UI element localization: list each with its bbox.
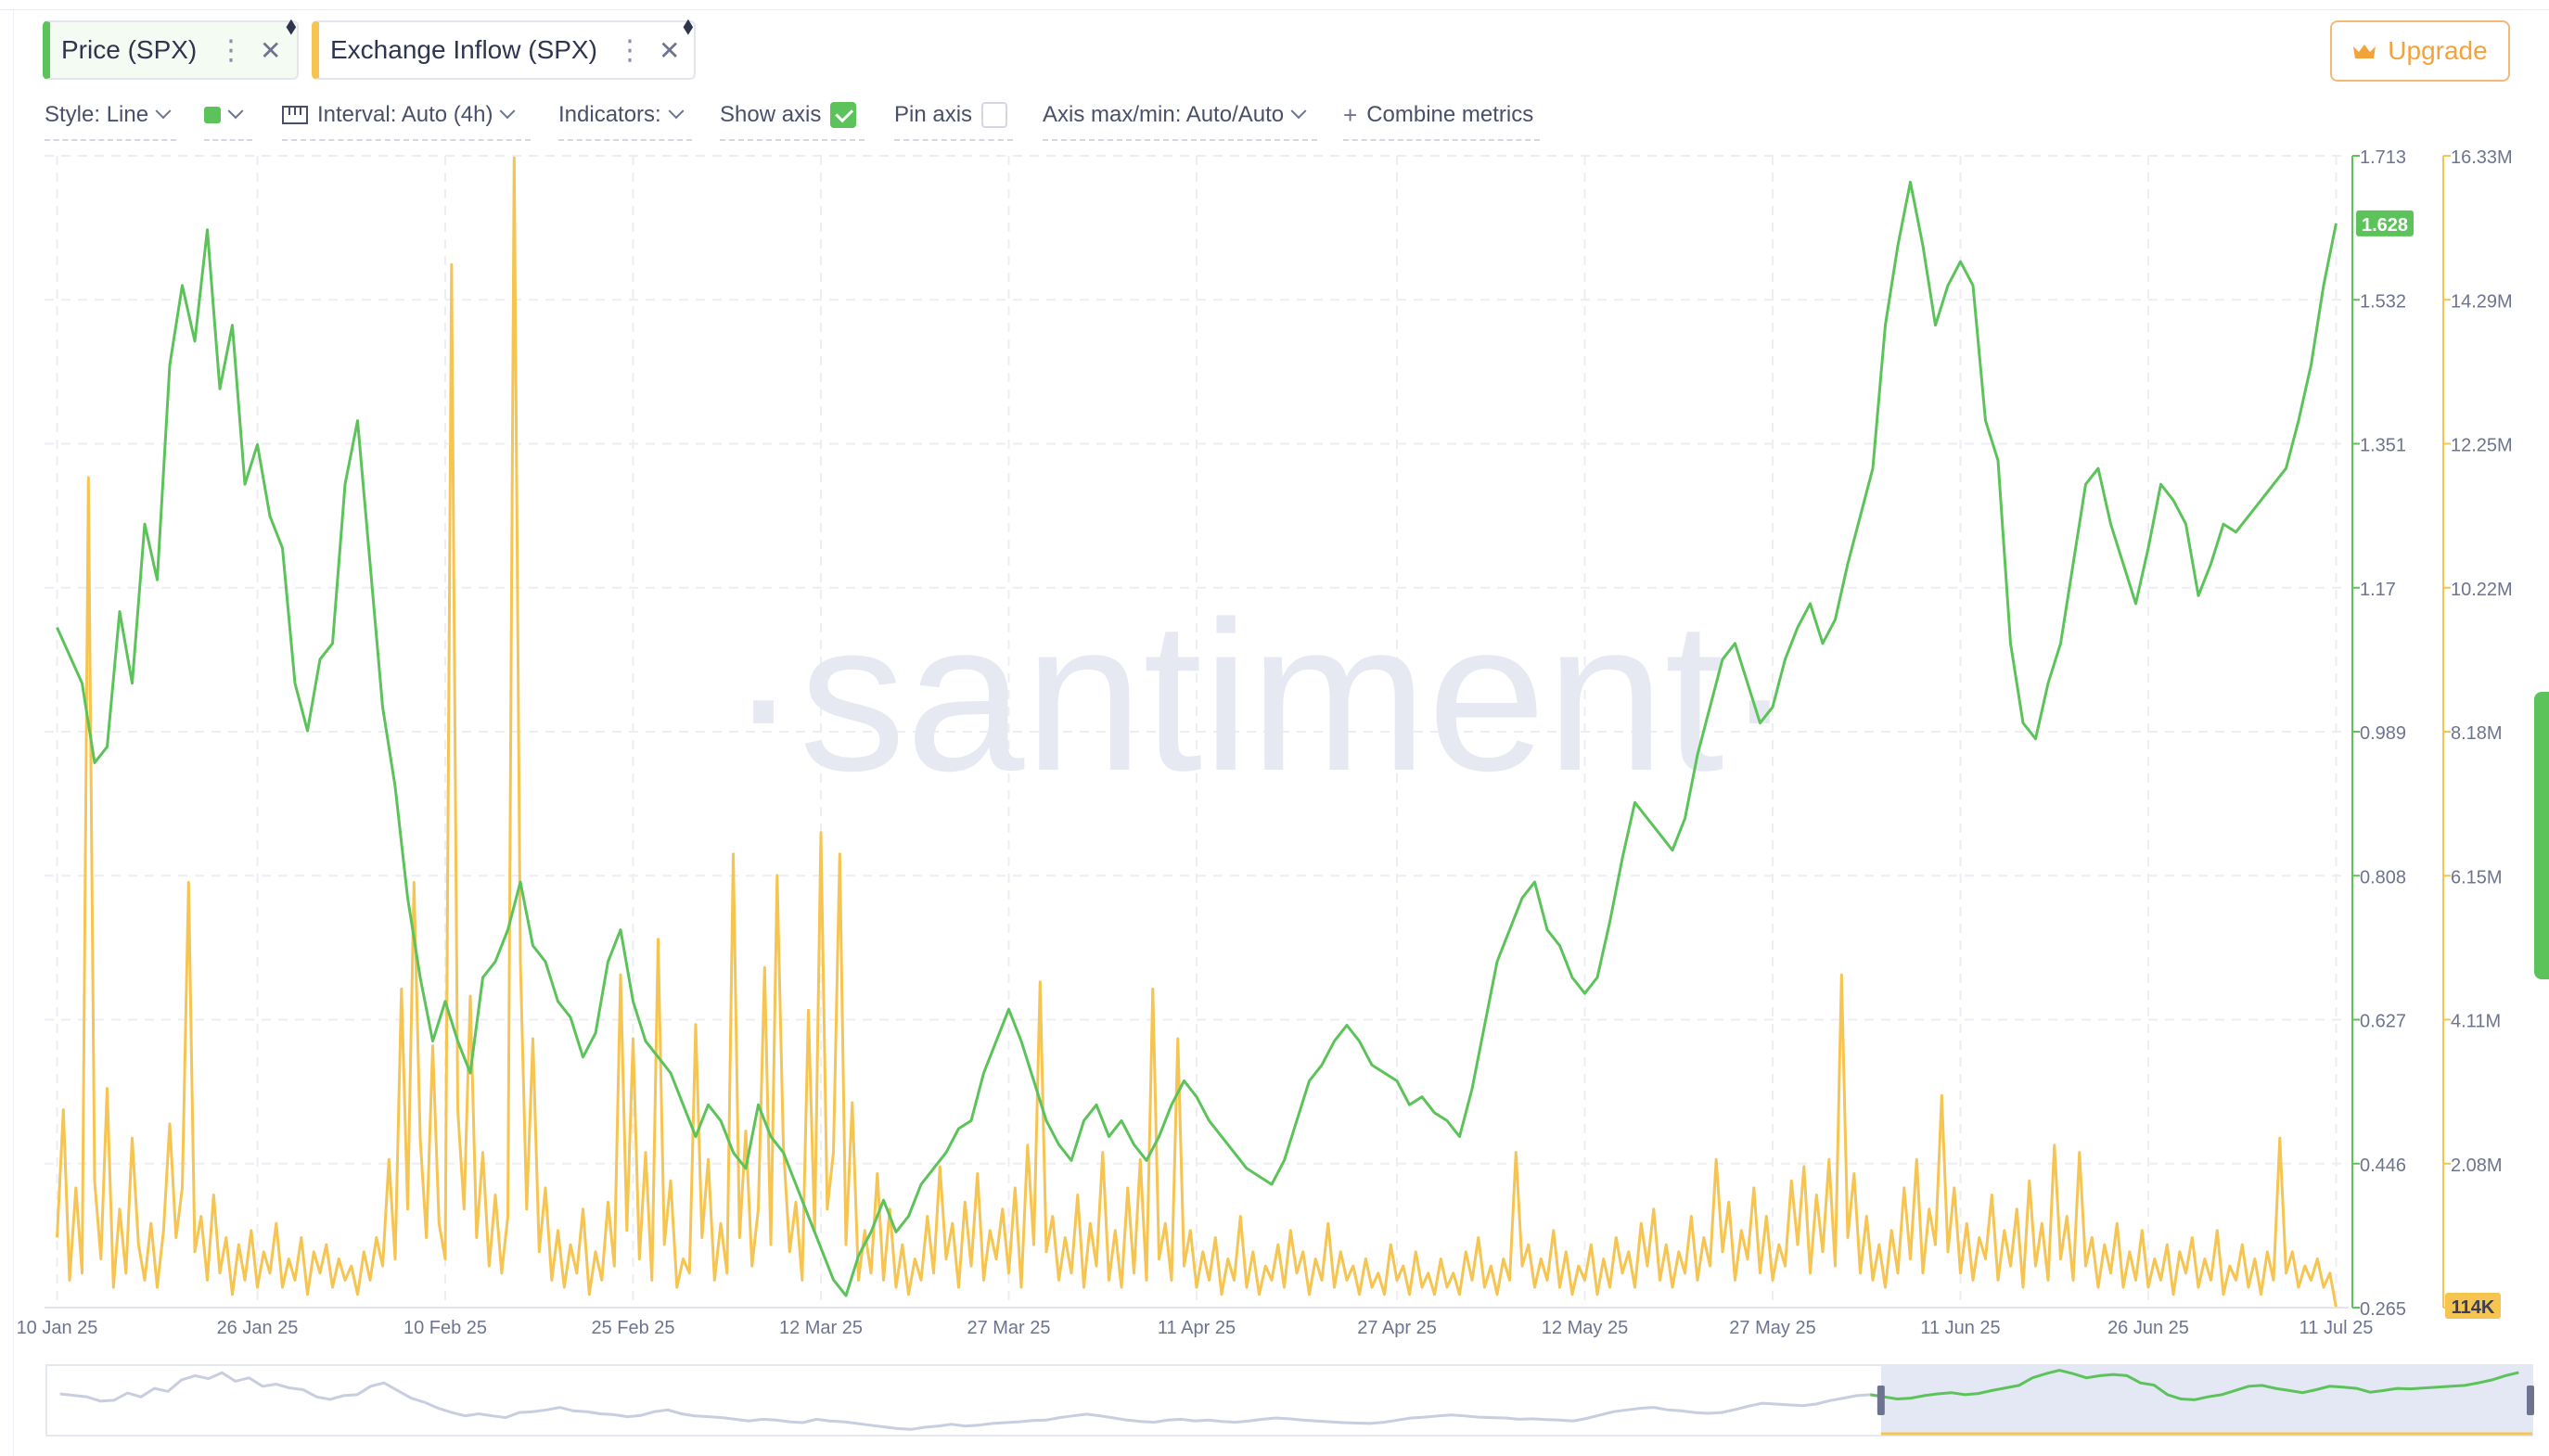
left-rule (13, 9, 14, 1456)
inflow-axis-tick-label: 14.29M (2451, 291, 2513, 312)
price-axis-tick-label: 1.17 (2360, 580, 2396, 600)
plus-icon: + (1343, 100, 1358, 129)
combine-metrics-button[interactable]: + Combine metrics (1343, 96, 1540, 141)
more-options-icon[interactable]: ⋮ (217, 34, 245, 66)
upgrade-button[interactable]: Upgrade (2330, 20, 2510, 82)
show-axis-checkbox[interactable] (830, 102, 857, 128)
inflow-axis-tick-label: 6.15M (2451, 867, 2503, 888)
price-series (56, 180, 2338, 1297)
price-line (56, 180, 2338, 1297)
exchange-inflow-line (56, 156, 2338, 1309)
price-axis-tick-label: 0.808 (2360, 867, 2406, 888)
santiment-watermark: ·santiment· (728, 577, 1795, 815)
top-rule (0, 9, 2549, 10)
price-axis-tick-label: 1.713 (2360, 147, 2406, 168)
interval-label: Interval: Auto (4h) (317, 102, 493, 127)
navigator-price-line-out (59, 1371, 1885, 1431)
x-axis-tick-label: 27 May 25 (1729, 1318, 1815, 1338)
x-axis-tick-label: 11 Apr 25 (1158, 1318, 1236, 1338)
indicators-selector[interactable]: Indicators: (558, 96, 692, 141)
inflow-axis-tick-label: 16.33M (2451, 147, 2513, 168)
x-axis-tick-label: 27 Mar 25 (967, 1318, 1050, 1338)
x-axis-tick-label: 10 Feb 25 (403, 1318, 487, 1338)
axis-minmax-label: Axis max/min: Auto/Auto (1043, 102, 1285, 127)
pin-axis-toggle[interactable]: Pin axis (894, 96, 1013, 141)
combine-metrics-label: Combine metrics (1366, 102, 1534, 127)
price-axis-tick-label: 0.265 (2360, 1299, 2406, 1320)
inflow-axis-tick-label: 2.08M (2451, 1156, 2503, 1176)
x-axis-tick-label: 26 Jun 25 (2107, 1318, 2189, 1338)
inflow-axis-tick-label: 4.11M (2451, 1012, 2501, 1032)
upgrade-label: Upgrade (2388, 36, 2488, 65)
inflow-last-value-badge (2445, 1293, 2501, 1319)
metric-tab-price-label: Price (SPX) (61, 35, 198, 64)
close-icon[interactable]: ✕ (659, 35, 681, 65)
range-navigator (45, 1364, 2534, 1437)
x-axis-tick-label: 12 Mar 25 (779, 1318, 863, 1338)
inflow-axis-tick-label: 8.18M (2451, 723, 2503, 744)
price-axis-tick-label: 0.627 (2360, 1012, 2406, 1032)
ruler-icon (282, 106, 308, 124)
navigator-price-line-in (1870, 1368, 2519, 1401)
ethereum-icon: ⬧ (286, 11, 297, 39)
price-axis-tick-label: 0.446 (2360, 1156, 2406, 1176)
chart-axes: 1.713 1.532 1.351 1.17 0.989 0.808 0.627 0.446 0… (2351, 147, 2513, 1320)
interval-selector[interactable]: Interval: Auto (4h) (282, 96, 531, 141)
close-icon[interactable]: ✕ (260, 35, 282, 65)
navigator-selection[interactable] (1880, 1365, 2532, 1436)
indicators-label: Indicators: (558, 102, 661, 127)
navigator-handle-left[interactable] (1877, 1386, 1885, 1415)
inflow-axis-tick-label: 10.22M (2451, 580, 2513, 600)
pin-axis-label: Pin axis (894, 102, 973, 127)
crown-icon (2353, 45, 2376, 58)
x-axis-tick-label: 12 May 25 (1542, 1318, 1628, 1338)
inflow-last-value-label: 114K (2452, 1297, 2495, 1318)
price-axis-tick-label: 1.351 (2360, 436, 2406, 456)
color-selector[interactable] (204, 96, 252, 141)
more-options-icon[interactable]: ⋮ (616, 34, 644, 66)
navigator-handle-right[interactable] (2527, 1386, 2534, 1415)
main-chart[interactable]: ·santiment· 1.713 1.532 1.351 1.17 0.989 0.80… (0, 93, 2549, 1456)
inflow-axis-tick-label: 12.25M (2451, 436, 2513, 456)
exchange-inflow-series (56, 156, 2338, 1309)
metric-tab-exchange-inflow-label: Exchange Inflow (SPX) (330, 35, 597, 64)
style-selector[interactable]: Style: Line (45, 96, 176, 141)
price-axis-tick-label: 1.532 (2360, 291, 2406, 312)
color-swatch-icon (204, 107, 221, 123)
sidebar-drawer-handle[interactable] (2534, 692, 2549, 979)
x-axis-tick-label: 11 Jul 25 (2299, 1318, 2374, 1338)
x-axis-tick-label: 27 Apr 25 (1357, 1318, 1437, 1338)
ethereum-icon: ⬧ (683, 11, 694, 39)
show-axis-label: Show axis (720, 102, 822, 127)
pin-axis-checkbox[interactable] (981, 102, 1008, 128)
x-axis-tick-label: 26 Jan 25 (217, 1318, 299, 1338)
x-axis-labels: 10 Jan 25 26 Jan 25 10 Feb 25 25 Feb 25 12 M… (17, 1307, 2374, 1338)
metric-tab-price[interactable]: Price (SPX) ⋮ ✕ (43, 20, 299, 80)
price-last-value-label: 1.628 (2362, 215, 2408, 236)
price-last-value-badge (2356, 210, 2414, 236)
show-axis-toggle[interactable]: Show axis (720, 96, 865, 141)
x-axis-tick-label: 25 Feb 25 (591, 1318, 674, 1338)
x-axis-tick-label: 11 Jun 25 (1920, 1318, 2000, 1338)
axis-minmax-selector[interactable]: Axis max/min: Auto/Auto (1043, 96, 1317, 141)
x-axis-tick-label: 10 Jan 25 (17, 1318, 98, 1338)
metric-tab-exchange-inflow[interactable]: Exchange Inflow (SPX) ⋮ ✕ (312, 20, 696, 80)
price-axis-tick-label: 0.989 (2360, 723, 2406, 744)
style-label: Style: Line (45, 102, 149, 127)
